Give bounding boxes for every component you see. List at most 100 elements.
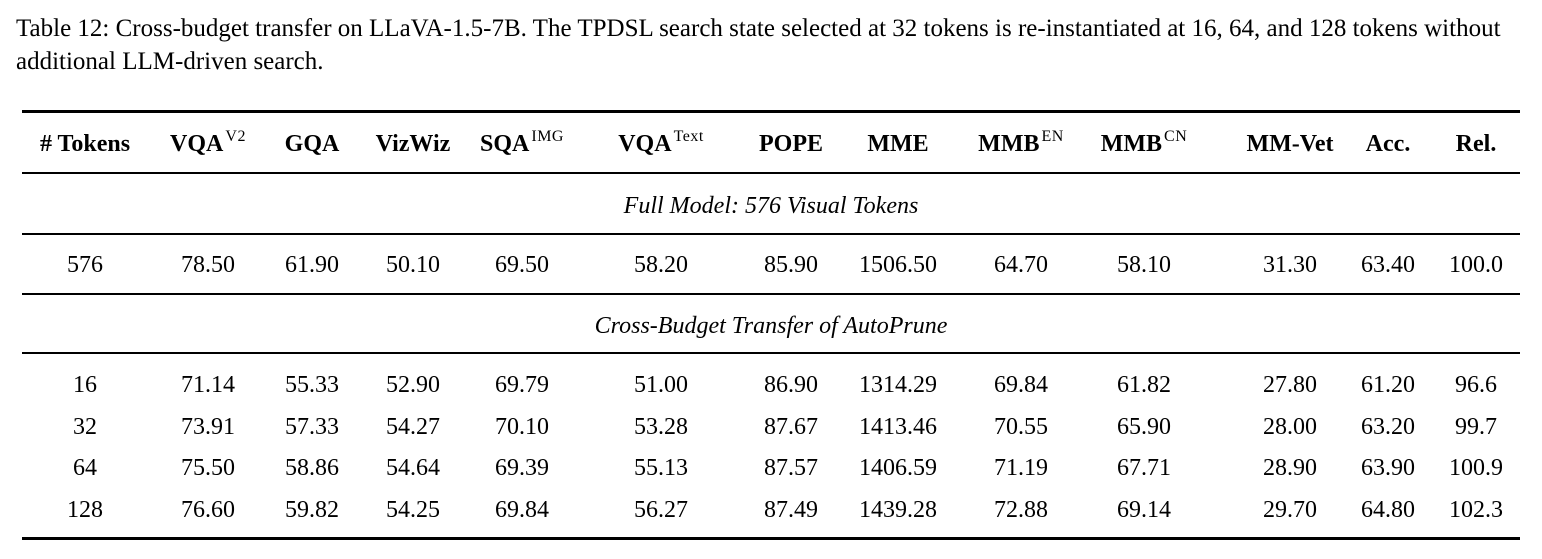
table-cell: 55.13 — [634, 455, 688, 481]
table-cell: 61.82 — [1117, 372, 1171, 398]
column-header-label: MM-Vet — [1246, 131, 1334, 157]
table-cell: 69.84 — [994, 372, 1048, 398]
table-cell: 28.90 — [1263, 455, 1317, 481]
section-rule-1 — [22, 233, 1520, 235]
column-header: GQA — [285, 129, 340, 159]
table-cell: 52.90 — [386, 372, 440, 398]
table-cell: 1314.29 — [859, 372, 937, 398]
table-cell: 102.3 — [1449, 497, 1503, 523]
table-cell: 29.70 — [1263, 497, 1317, 523]
table-cell: 64.70 — [994, 252, 1048, 278]
table-cell: 69.84 — [495, 497, 549, 523]
table-cell: 32 — [73, 414, 97, 440]
table-cell: 63.40 — [1361, 252, 1415, 278]
table-cell: 69.14 — [1117, 497, 1171, 523]
table-cell: 73.91 — [181, 414, 235, 440]
table-cell: 87.67 — [764, 414, 818, 440]
column-header: MMB EN — [978, 128, 1064, 162]
bottom-rule — [22, 537, 1520, 540]
column-header-label: VQA — [170, 131, 224, 157]
column-header-superscript: V2 — [225, 128, 246, 145]
section-rule-2 — [22, 293, 1520, 295]
column-header-superscript: EN — [1041, 128, 1064, 145]
header-rule — [22, 172, 1520, 174]
column-header-label: POPE — [759, 131, 823, 157]
table-cell: 28.00 — [1263, 414, 1317, 440]
column-header: MM-Vet — [1246, 129, 1333, 159]
column-header-superscript: Text — [673, 128, 704, 145]
table-cell: 87.57 — [764, 455, 818, 481]
column-header: VQA V2 — [170, 128, 246, 162]
table-cell: 27.80 — [1263, 372, 1317, 398]
column-header: POPE — [759, 129, 823, 159]
table-cell: 76.60 — [181, 497, 235, 523]
column-header: VizWiz — [376, 129, 451, 159]
table-cell: 54.25 — [386, 497, 440, 523]
column-header: VQA Text — [618, 128, 704, 162]
table-cell: 85.90 — [764, 252, 818, 278]
table-cell: 58.86 — [285, 455, 339, 481]
table-cell: 1439.28 — [859, 497, 937, 523]
table-cell: 96.6 — [1455, 372, 1497, 398]
column-header-label: SQA — [480, 131, 530, 157]
table-cell: 63.90 — [1361, 455, 1415, 481]
table-cell: 64.80 — [1361, 497, 1415, 523]
column-header-label: MMB — [978, 131, 1040, 157]
column-header: Rel. — [1456, 129, 1497, 159]
table-cell: 61.20 — [1361, 372, 1415, 398]
table-cell: 54.64 — [386, 455, 440, 481]
section-rule-3 — [22, 352, 1520, 354]
table-cell: 58.10 — [1117, 252, 1171, 278]
table-cell: 57.33 — [285, 414, 339, 440]
table-cell: 54.27 — [386, 414, 440, 440]
column-header-label: Rel. — [1455, 131, 1497, 157]
table-cell: 69.79 — [495, 372, 549, 398]
table-cell: 67.71 — [1117, 455, 1171, 481]
table-cell: 70.55 — [994, 414, 1048, 440]
table-cell: 64 — [73, 455, 97, 481]
table-cell: 128 — [67, 497, 103, 523]
table-cell: 31.30 — [1263, 252, 1317, 278]
top-rule — [22, 110, 1520, 113]
table-cell: 72.88 — [994, 497, 1048, 523]
column-header-label: VQA — [618, 131, 672, 157]
table-cell: 100.0 — [1449, 252, 1503, 278]
table-cell: 1506.50 — [859, 252, 937, 278]
table-cell: 70.10 — [495, 414, 549, 440]
column-header-label: Acc. — [1365, 131, 1411, 157]
table-cell: 99.7 — [1455, 414, 1497, 440]
column-header: MMB CN — [1100, 128, 1188, 162]
table-cell: 65.90 — [1117, 414, 1171, 440]
table-cell: 71.14 — [181, 372, 235, 398]
section-title-full-model: Full Model: 576 Visual Tokens — [623, 193, 919, 219]
table-cell: 53.28 — [634, 414, 688, 440]
column-header-label: MMB — [1100, 131, 1163, 157]
column-header-superscript: CN — [1164, 128, 1188, 145]
section-title-cross-budget: Cross-Budget Transfer of AutoPrune — [594, 313, 948, 339]
table-cell: 87.49 — [764, 497, 818, 523]
table-cell: 78.50 — [181, 252, 235, 278]
table-cell: 1406.59 — [859, 455, 937, 481]
column-header-label: VizWiz — [375, 131, 451, 157]
column-header-superscript: IMG — [531, 128, 564, 145]
table-cell: 59.82 — [285, 497, 339, 523]
column-header: SQA IMG — [480, 128, 564, 162]
table-cell: 56.27 — [634, 497, 688, 523]
table-cell: 75.50 — [181, 455, 235, 481]
table-cell: 69.39 — [495, 455, 549, 481]
table-cell: 16 — [73, 372, 97, 398]
caption-text: Table 12: Cross-budget transfer on LLaVA… — [16, 15, 1501, 75]
table-cell: 61.90 — [285, 252, 339, 278]
table-cell: 63.20 — [1361, 414, 1415, 440]
table-cell: 71.19 — [994, 455, 1048, 481]
table-cell: 50.10 — [386, 252, 440, 278]
table-cell: 58.20 — [634, 252, 688, 278]
table-cell: 1413.46 — [859, 414, 937, 440]
column-header: MME — [867, 129, 928, 159]
table-cell: 51.00 — [634, 372, 688, 398]
column-header-label: # Tokens — [39, 131, 131, 157]
column-header: Acc. — [1366, 129, 1411, 159]
table-cell: 576 — [67, 252, 103, 278]
table-cell: 100.9 — [1449, 455, 1503, 481]
column-header: # Tokens — [40, 129, 130, 159]
